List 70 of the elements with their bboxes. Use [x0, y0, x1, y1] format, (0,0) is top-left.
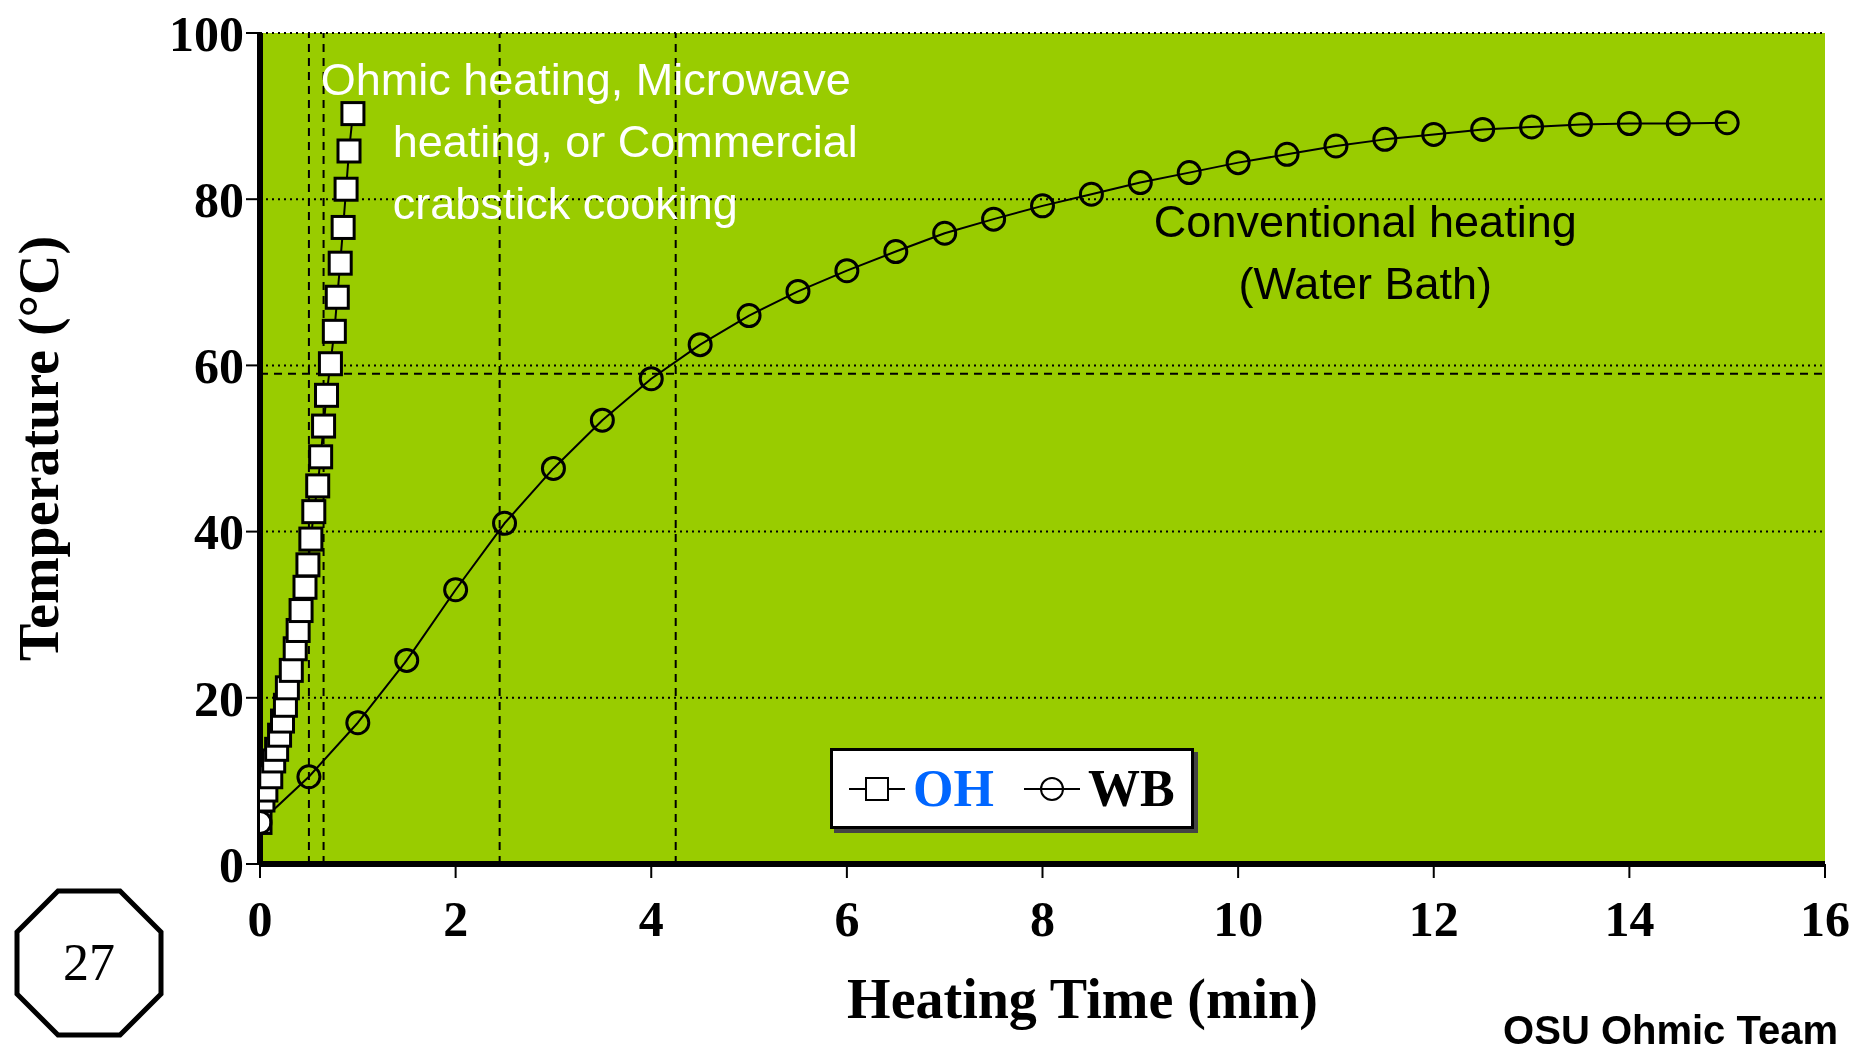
- y-tick-label: 80: [194, 171, 244, 228]
- point: [1274, 141, 1300, 167]
- y-tick-label: 0: [219, 836, 244, 893]
- point: [278, 657, 304, 683]
- y-axis-title: Temperature (°C): [7, 235, 71, 662]
- point: [1567, 111, 1593, 137]
- point: [1665, 111, 1691, 137]
- point: [589, 407, 615, 433]
- point: [295, 552, 321, 578]
- point: [394, 647, 420, 673]
- point: [330, 214, 356, 240]
- point: [785, 278, 811, 304]
- text: 27: [63, 934, 115, 991]
- point: [288, 598, 314, 624]
- point: [340, 101, 366, 127]
- x-tick-label: 2: [443, 890, 469, 947]
- point: [638, 366, 664, 392]
- point: [1714, 110, 1740, 136]
- point: [317, 351, 343, 377]
- x-tick-label: 8: [1030, 890, 1055, 947]
- annotation: Conventional heating (Water Bath): [1153, 195, 1577, 309]
- point: [324, 284, 350, 310]
- point: [336, 138, 362, 164]
- point: [687, 332, 713, 358]
- point: [443, 577, 469, 603]
- point: [1470, 116, 1496, 142]
- x-tick-label: 6: [834, 890, 860, 947]
- point: [292, 574, 318, 600]
- point: [1176, 160, 1202, 186]
- point: [1519, 114, 1545, 140]
- y-tick-label: 100: [169, 5, 244, 62]
- point: [736, 303, 762, 329]
- point: [932, 220, 958, 246]
- point: [834, 258, 860, 284]
- point: [345, 710, 371, 736]
- y-tick-label: 20: [194, 670, 244, 727]
- text: OSU Ohmic Team: [1503, 1008, 1838, 1053]
- point: [1372, 126, 1398, 152]
- y-tick-label: 40: [194, 504, 244, 561]
- y-tick-label: 60: [194, 338, 244, 395]
- point: [540, 455, 566, 481]
- legend-label: OH: [913, 759, 994, 818]
- point: [1616, 111, 1642, 137]
- x-tick-label: 12: [1408, 890, 1459, 947]
- point: [308, 444, 334, 470]
- point: [981, 206, 1007, 232]
- point: [305, 473, 331, 499]
- point: [1078, 181, 1104, 207]
- x-tick-label: 10: [1213, 890, 1264, 947]
- point: [492, 510, 518, 536]
- x-tick-label: 14: [1604, 890, 1655, 947]
- x-tick-label: 4: [638, 890, 664, 947]
- point: [1225, 150, 1251, 176]
- point: [296, 764, 322, 790]
- annotation: Ohmic heating, Microwave heating, or Commercial crabstick cooking: [320, 54, 858, 230]
- point: [298, 526, 324, 552]
- point: [333, 176, 359, 202]
- point: [883, 239, 909, 265]
- point: [1030, 193, 1055, 219]
- point: [1127, 170, 1153, 196]
- point: [314, 382, 340, 408]
- point: [301, 499, 327, 525]
- x-tick-label: 16: [1800, 890, 1850, 947]
- legend-label: WB: [1087, 759, 1175, 818]
- point: [327, 250, 353, 276]
- point: [311, 413, 337, 439]
- point: [321, 318, 347, 344]
- point: [1323, 133, 1349, 159]
- point: [1421, 121, 1447, 147]
- x-axis-title: Heating Time (min): [847, 968, 1318, 1031]
